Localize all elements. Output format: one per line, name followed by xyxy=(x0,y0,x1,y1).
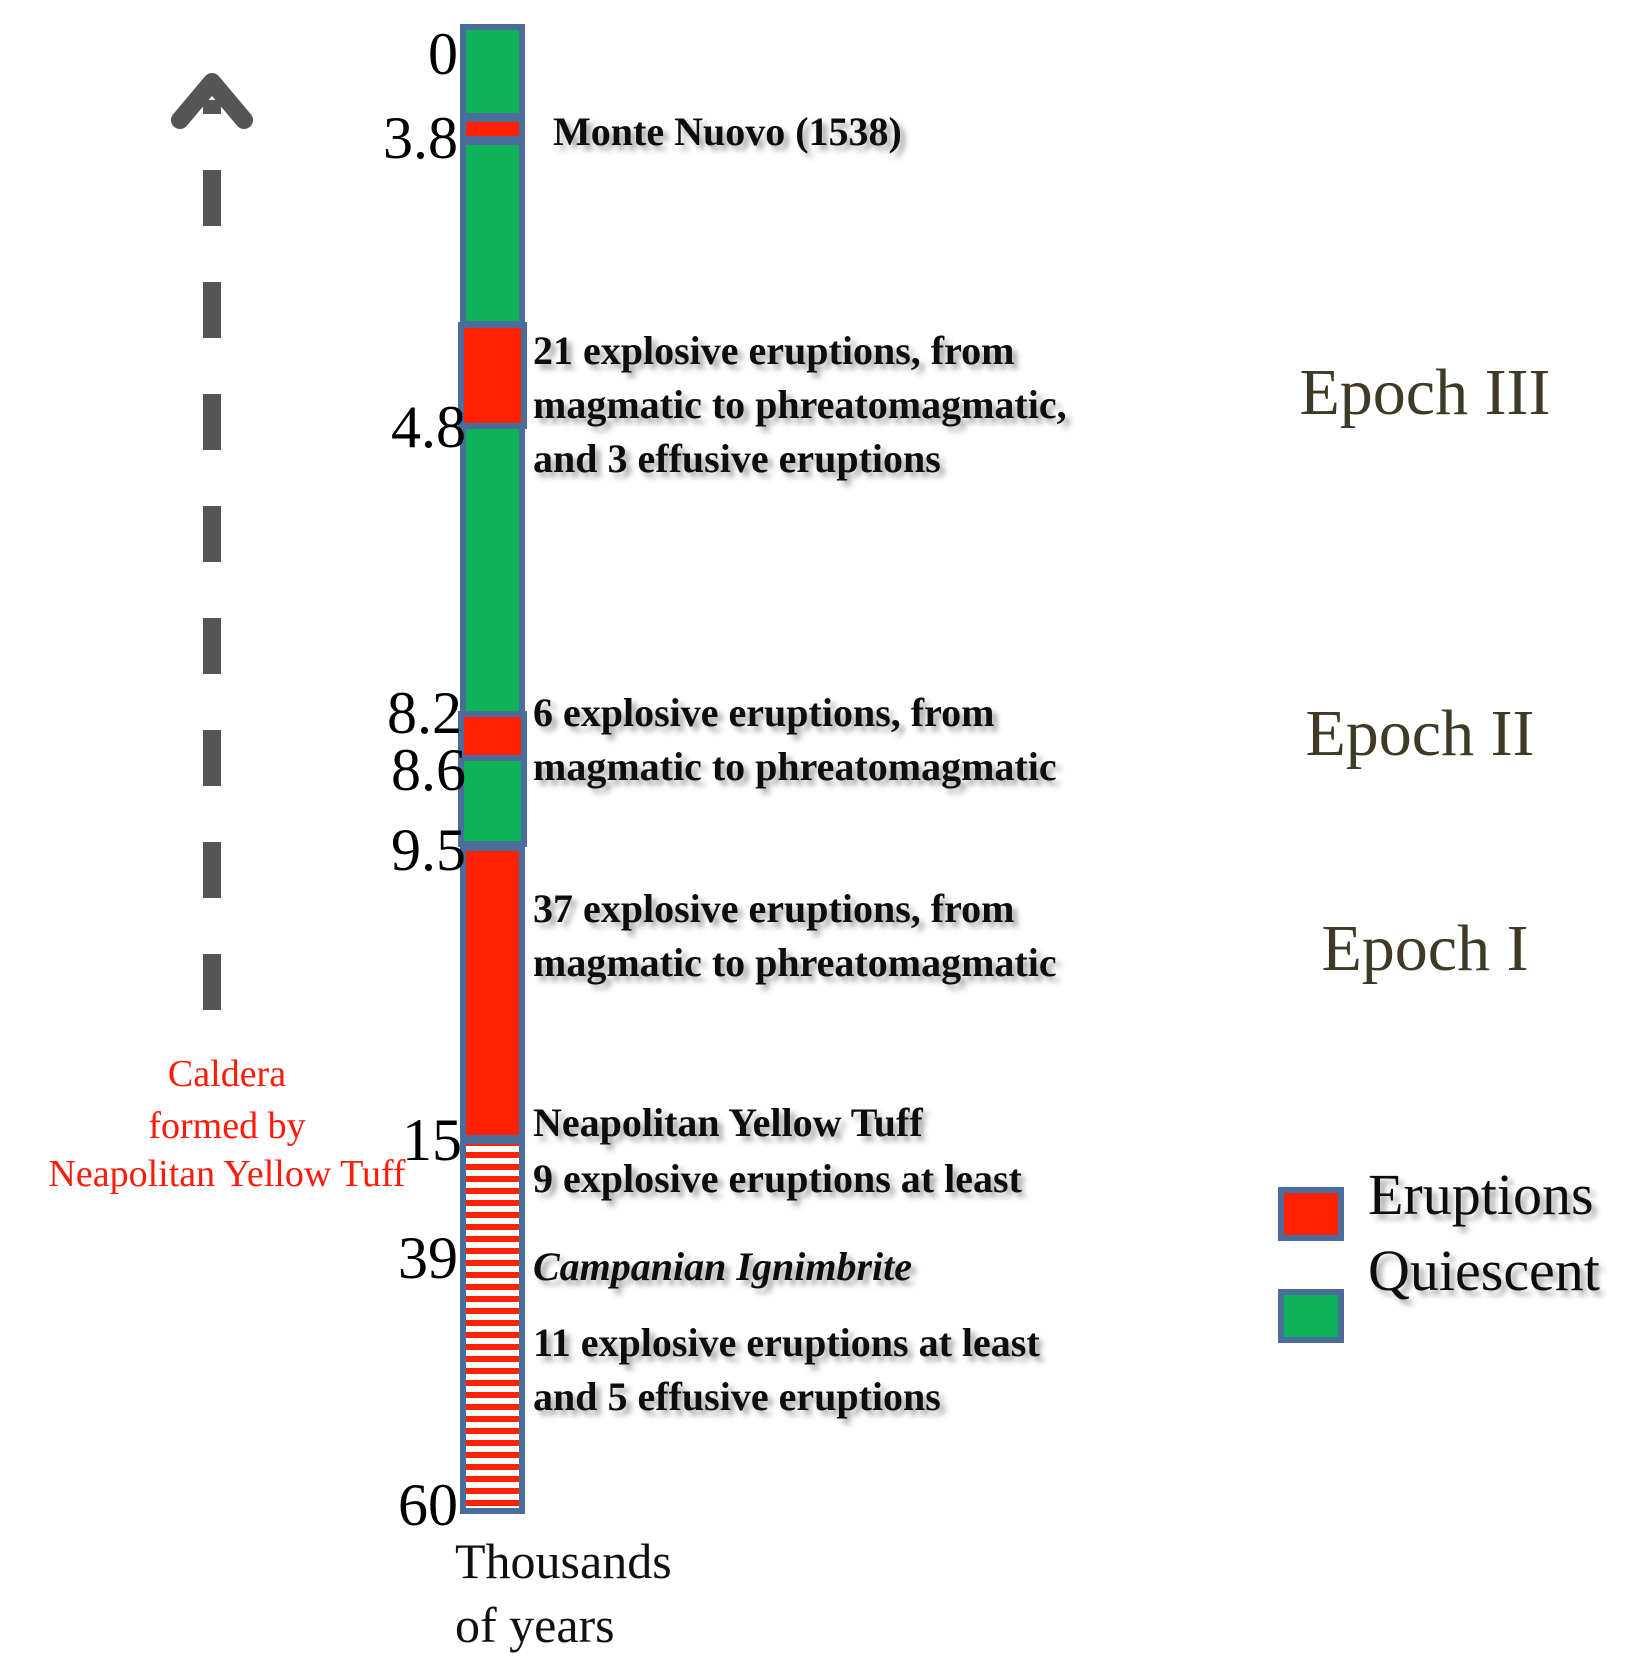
caldera-note-line: Neapolitan Yellow Tuff xyxy=(48,1153,406,1195)
legend-swatch-eruptions xyxy=(1278,1187,1344,1241)
tick-label: 60 xyxy=(398,1472,458,1538)
tick-label: 3.8 xyxy=(383,105,458,171)
legend-label-quiescent: Quiescent xyxy=(1368,1238,1600,1303)
up-arrow-icon xyxy=(171,73,253,1010)
tick-label: 8.6 xyxy=(391,737,466,803)
event-epoch1-line: 37 explosive eruptions, from xyxy=(533,886,1014,931)
segment-quiescent xyxy=(458,755,527,847)
event-epoch2-line: 6 explosive eruptions, from xyxy=(533,690,994,735)
unit-label: Thousands of years xyxy=(455,1533,672,1653)
unit-label-line: Thousands xyxy=(455,1533,672,1589)
tick-label: 0 xyxy=(428,21,458,87)
timeline-column xyxy=(458,24,527,1514)
epoch-label-i: Epoch I xyxy=(1321,912,1528,985)
segment-eruption xyxy=(460,845,525,1141)
event-descriptions: Monte Nuovo (1538) 21 explosive eruption… xyxy=(533,109,1067,1419)
tick-labels: 0 3.8 4.8 8.2 8.6 9.5 15 39 60 xyxy=(383,21,466,1538)
event-epoch3-line: 21 explosive eruptions, from xyxy=(533,328,1014,373)
caldera-note-line: Caldera xyxy=(168,1053,286,1095)
event-monte-nuovo: Monte Nuovo (1538) xyxy=(553,109,902,154)
tick-label: 9.5 xyxy=(391,817,466,883)
event-older-line: and 5 effusive eruptions xyxy=(533,1374,941,1419)
event-older-line: 11 explosive eruptions at least xyxy=(533,1320,1040,1365)
epoch-label-iii: Epoch III xyxy=(1299,356,1550,429)
tick-label: 15 xyxy=(402,1107,462,1173)
event-epoch2-line: magmatic to phreatomagmatic xyxy=(533,744,1057,789)
legend-label-eruptions: Eruptions xyxy=(1368,1162,1594,1227)
segment-quiescent xyxy=(460,139,525,327)
tick-label: 39 xyxy=(398,1225,458,1291)
unit-label-line: of years xyxy=(455,1597,615,1653)
segment-quiescent xyxy=(460,24,525,119)
segment-eruption xyxy=(458,322,527,429)
epoch-label-ii: Epoch II xyxy=(1305,697,1534,770)
event-epoch3-line: and 3 effusive eruptions xyxy=(533,436,941,481)
event-campanian: Campanian Ignimbrite xyxy=(533,1244,912,1289)
event-nyt-nine: 9 explosive eruptions at least xyxy=(533,1156,1023,1201)
event-nyt: Neapolitan Yellow Tuff xyxy=(533,1100,923,1145)
epoch-labels: Epoch III Epoch II Epoch I xyxy=(1299,356,1550,985)
legend-swatch-quiescent xyxy=(1278,1289,1344,1343)
caldera-note-line: formed by xyxy=(148,1105,305,1147)
legend: Eruptions Quiescent xyxy=(1278,1162,1600,1343)
tick-label: 8.2 xyxy=(387,680,462,746)
tick-label: 4.8 xyxy=(391,394,466,460)
segment-eruption-striped xyxy=(460,1138,525,1514)
segment-quiescent xyxy=(460,423,525,718)
segment-eruption xyxy=(458,711,527,761)
segment-eruption xyxy=(460,116,525,142)
caldera-note: Caldera formed by Neapolitan Yellow Tuff xyxy=(48,1053,406,1195)
event-epoch1-line: magmatic to phreatomagmatic xyxy=(533,940,1057,985)
event-epoch3-line: magmatic to phreatomagmatic, xyxy=(533,382,1067,427)
